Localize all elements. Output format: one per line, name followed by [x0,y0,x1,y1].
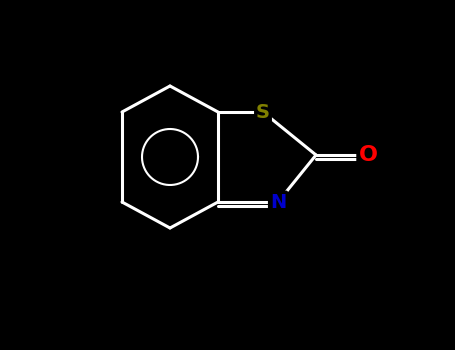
Text: O: O [359,145,378,165]
Text: N: N [270,193,286,211]
Text: S: S [256,103,270,121]
